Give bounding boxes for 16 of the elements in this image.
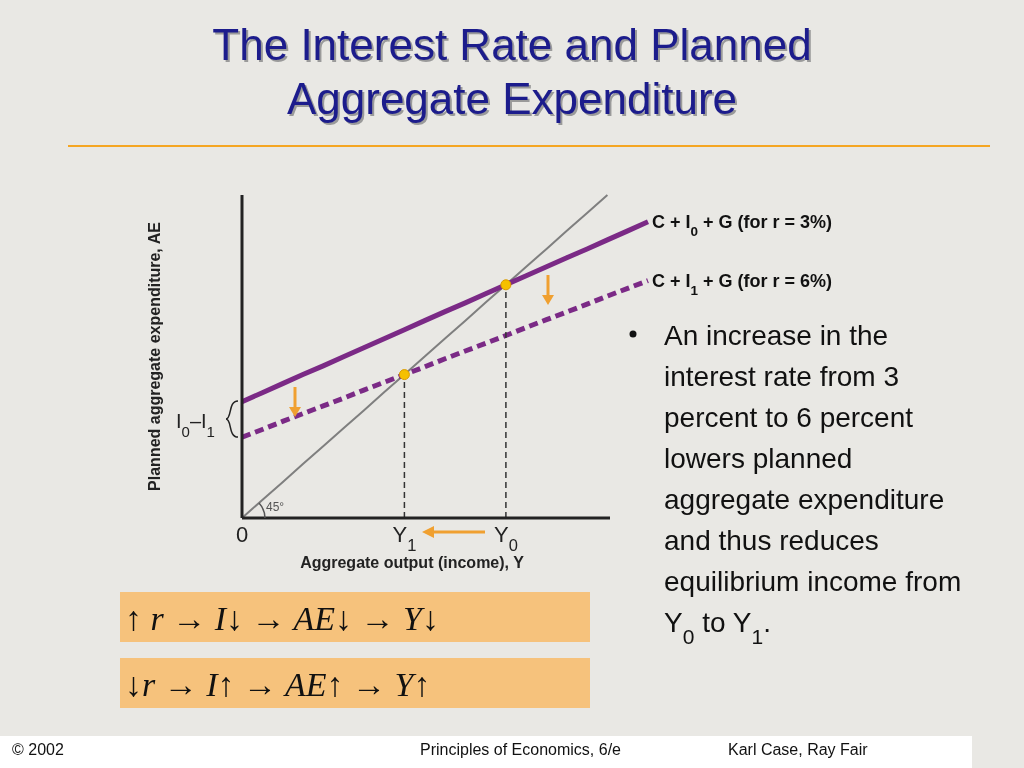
series-label: C + I$_{0}$ + G (for r = 3%) [652,211,833,239]
text: ↑ r → I↓ → AE↓ → Y↓ [125,600,439,637]
text: © 2002 [12,741,64,758]
text: I$_{0}$–I$_{1}$ [176,410,215,440]
chart-title: The Interest Rate and Planned Aggregate Expenditure [212,20,812,123]
x-tick-label: Y$_{0}$ [493,522,518,554]
text: Principles of Economics, 6/e [420,741,622,758]
annotation: 45° [266,500,285,514]
text: Karl Case, Ray Fair [728,741,869,758]
text: An increase in the interest rate from 3 percent to 6 percent lowers planned aggregate expenditure and thus reduces equilibrium income from Y$_{0}$ to Y$_{1}$. [664,320,962,648]
y-axis-title: Planned aggregate expenditure, AE [146,221,163,491]
text: ↓r → I↑ → AE↑ → Y↑ [125,666,431,703]
series-label: C + I$_{1}$ + G (for r = 6%) [652,270,833,298]
x-tick-label: Y$_{1}$ [392,522,417,554]
x-axis-title: Aggregate output (income), Y [300,554,525,571]
x-tick-label: 0 [235,522,249,547]
